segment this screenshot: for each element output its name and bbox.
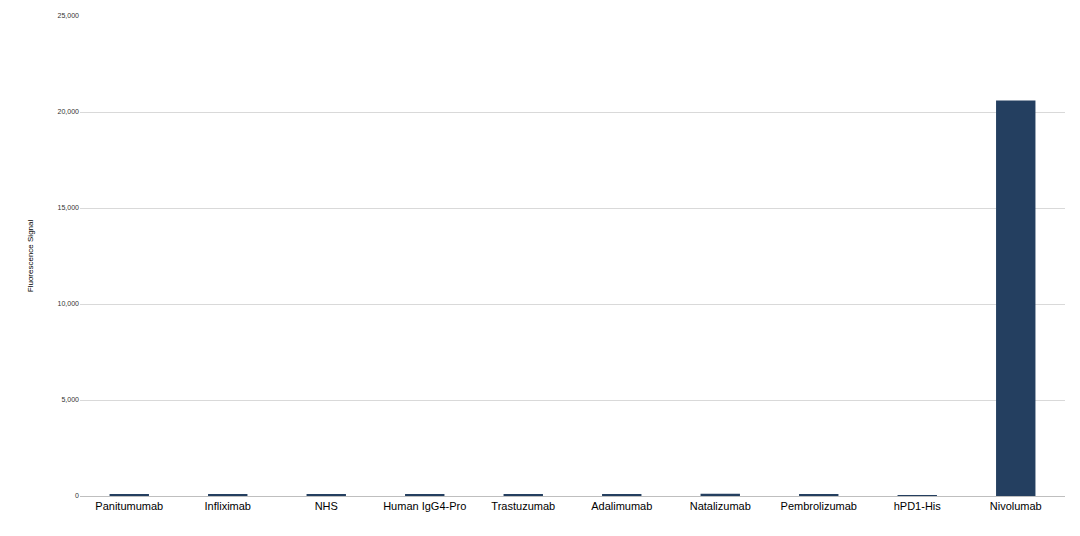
svg-text:Natalizumab: Natalizumab [690,500,751,512]
svg-text:20,000: 20,000 [58,108,80,115]
svg-text:15,000: 15,000 [58,204,80,211]
svg-text:0: 0 [75,492,79,499]
svg-text:Pembrolizumab: Pembrolizumab [781,500,857,512]
svg-text:25,000: 25,000 [58,12,80,19]
svg-text:Fluorescence Signal: Fluorescence Signal [26,220,35,293]
svg-text:Adalimumab: Adalimumab [591,500,652,512]
svg-text:10,000: 10,000 [58,300,80,307]
svg-text:Human IgG4-Pro: Human IgG4-Pro [383,500,466,512]
svg-text:Panitumumab: Panitumumab [95,500,163,512]
svg-text:Nivolumab: Nivolumab [990,500,1042,512]
svg-text:Trastuzumab: Trastuzumab [491,500,555,512]
svg-text:5,000: 5,000 [61,396,79,403]
svg-text:Infliximab: Infliximab [205,500,251,512]
svg-text:hPD1-His: hPD1-His [894,500,942,512]
svg-text:NHS: NHS [315,500,338,512]
